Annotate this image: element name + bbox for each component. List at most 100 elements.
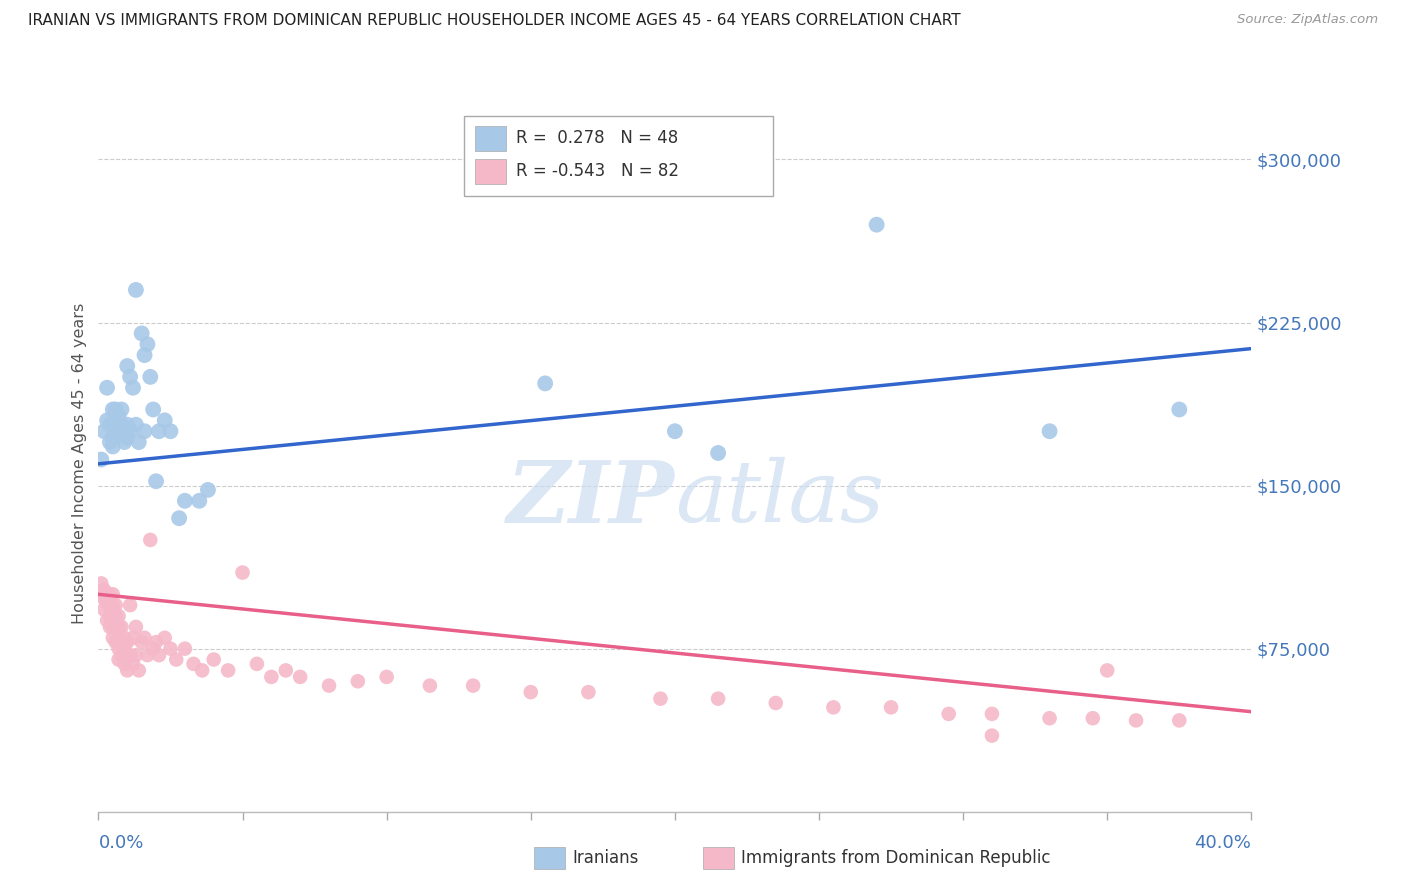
Point — [98, 609, 121, 624]
Point — [274, 664, 297, 678]
Point — [107, 652, 129, 666]
Point — [866, 218, 889, 232]
Point — [664, 424, 686, 438]
Point — [188, 493, 211, 508]
Point — [101, 402, 124, 417]
Point — [246, 657, 269, 671]
Point — [96, 381, 118, 395]
Text: R =  0.278   N = 48: R = 0.278 N = 48 — [516, 129, 678, 147]
Text: IRANIAN VS IMMIGRANTS FROM DOMINICAN REPUBLIC HOUSEHOLDER INCOME AGES 45 - 64 YE: IRANIAN VS IMMIGRANTS FROM DOMINICAN REP… — [28, 13, 960, 29]
Point — [98, 587, 121, 601]
Point — [107, 641, 129, 656]
Text: R = -0.543   N = 82: R = -0.543 N = 82 — [516, 162, 679, 180]
Point — [142, 641, 165, 656]
Point — [981, 706, 1004, 721]
Point — [122, 381, 145, 395]
Point — [765, 696, 787, 710]
Point — [153, 413, 176, 427]
Point — [101, 631, 124, 645]
Point — [93, 591, 115, 606]
Point — [120, 598, 142, 612]
Point — [93, 602, 115, 616]
Point — [375, 670, 398, 684]
Point — [148, 648, 170, 662]
Point — [134, 631, 156, 645]
Point — [290, 670, 312, 684]
Text: Immigrants from Dominican Republic: Immigrants from Dominican Republic — [741, 849, 1050, 867]
Point — [134, 424, 156, 438]
Point — [96, 587, 118, 601]
Point — [110, 635, 132, 649]
Point — [93, 582, 115, 597]
Point — [104, 598, 127, 612]
Point — [136, 648, 159, 662]
Point — [938, 706, 960, 721]
Y-axis label: Householder Income Ages 45 - 64 years: Householder Income Ages 45 - 64 years — [72, 303, 87, 624]
Text: Source: ZipAtlas.com: Source: ZipAtlas.com — [1237, 13, 1378, 27]
Point — [104, 620, 127, 634]
Point — [1168, 402, 1191, 417]
Point — [197, 483, 219, 497]
Point — [96, 596, 118, 610]
Point — [96, 614, 118, 628]
Text: 0.0%: 0.0% — [98, 834, 143, 852]
Point — [112, 657, 135, 671]
Point — [419, 679, 441, 693]
Point — [112, 424, 135, 438]
Point — [101, 587, 124, 601]
Point — [174, 493, 197, 508]
Point — [110, 417, 132, 432]
Point — [101, 598, 124, 612]
Point — [131, 326, 153, 341]
Point — [183, 657, 205, 671]
Point — [110, 620, 132, 634]
Text: 40.0%: 40.0% — [1195, 834, 1251, 852]
Point — [107, 409, 129, 423]
Point — [260, 670, 283, 684]
Point — [120, 424, 142, 438]
Point — [90, 587, 112, 601]
Point — [131, 635, 153, 649]
Point — [534, 376, 557, 391]
Point — [104, 635, 127, 649]
Point — [101, 440, 124, 454]
Point — [981, 729, 1004, 743]
Point — [107, 620, 129, 634]
Point — [117, 635, 138, 649]
Point — [520, 685, 543, 699]
Point — [707, 446, 730, 460]
Point — [90, 452, 112, 467]
Text: atlas: atlas — [675, 458, 884, 540]
Point — [110, 402, 132, 417]
Point — [107, 631, 129, 645]
Point — [153, 631, 176, 645]
Text: ZIP: ZIP — [508, 457, 675, 541]
Point — [112, 641, 135, 656]
Point — [578, 685, 600, 699]
Point — [650, 691, 672, 706]
Point — [142, 402, 165, 417]
Point — [159, 641, 181, 656]
Point — [145, 635, 167, 649]
Point — [346, 674, 368, 689]
Point — [98, 417, 121, 432]
Point — [101, 609, 124, 624]
Point — [96, 413, 118, 427]
Point — [202, 652, 225, 666]
Point — [122, 657, 145, 671]
Point — [120, 648, 142, 662]
Point — [1097, 664, 1119, 678]
Point — [107, 428, 129, 442]
Point — [217, 664, 239, 678]
Point — [128, 664, 150, 678]
Point — [191, 664, 214, 678]
Point — [90, 576, 112, 591]
Point — [104, 413, 127, 427]
Point — [148, 424, 170, 438]
Point — [1038, 711, 1062, 725]
Point — [93, 424, 115, 438]
Point — [823, 700, 845, 714]
Point — [139, 533, 162, 547]
Point — [134, 348, 156, 362]
Point — [107, 609, 129, 624]
